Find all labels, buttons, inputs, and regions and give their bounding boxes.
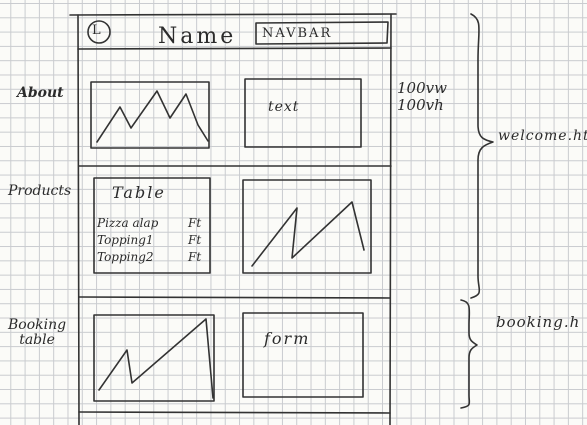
about-image-box — [90, 81, 210, 149]
logo-letter: L — [92, 23, 101, 38]
form-label: form — [264, 329, 311, 348]
booking-image-sketch — [98, 318, 214, 399]
about-text: text — [268, 99, 300, 115]
about-text-box — [244, 78, 362, 148]
table-title: Table — [112, 183, 166, 202]
page-frame-right — [389, 13, 392, 425]
products-image-box — [242, 179, 372, 274]
viewport-height: 100vh — [397, 96, 444, 114]
viewport-width: 100vw — [397, 79, 447, 97]
booking-brace — [460, 299, 478, 409]
products-image-sketch — [251, 201, 365, 267]
table-row-item: Pizza alap — [97, 216, 159, 230]
products-table-box — [93, 177, 211, 274]
navbar-label-box — [255, 21, 389, 45]
bottom-divider — [78, 411, 391, 414]
navbar-top — [69, 13, 397, 16]
section-label-booking-table: Booking table — [8, 318, 66, 348]
table-row-item: Topping1 — [97, 233, 154, 247]
table-row-item: Topping2 — [97, 250, 154, 264]
table-row-price: Ft — [188, 250, 202, 264]
page-frame-left — [77, 14, 80, 425]
navbar-name: Name — [158, 24, 237, 49]
table-row-price: Ft — [188, 233, 202, 247]
navbar-label: NAVBAR — [262, 26, 333, 41]
table-row-price: Ft — [188, 216, 202, 230]
products-booking-divider — [78, 296, 391, 299]
booking-label-line-1: Booking — [8, 317, 67, 333]
booking-image-box — [93, 314, 215, 402]
navbar-bottom — [77, 47, 392, 50]
about-image-sketch — [96, 90, 209, 143]
booking-form-box — [242, 312, 364, 398]
logo-circle — [87, 20, 111, 44]
booking-label-line-2: table — [19, 332, 55, 348]
page-label-welcome: welcome.ht — [498, 128, 587, 144]
welcome-brace — [470, 13, 494, 299]
section-label-products: Products — [8, 183, 72, 199]
viewport-size-note: 100vw 100vh — [397, 80, 447, 114]
page-label-booking: booking.h — [496, 313, 581, 331]
section-label-about: About — [17, 85, 64, 101]
